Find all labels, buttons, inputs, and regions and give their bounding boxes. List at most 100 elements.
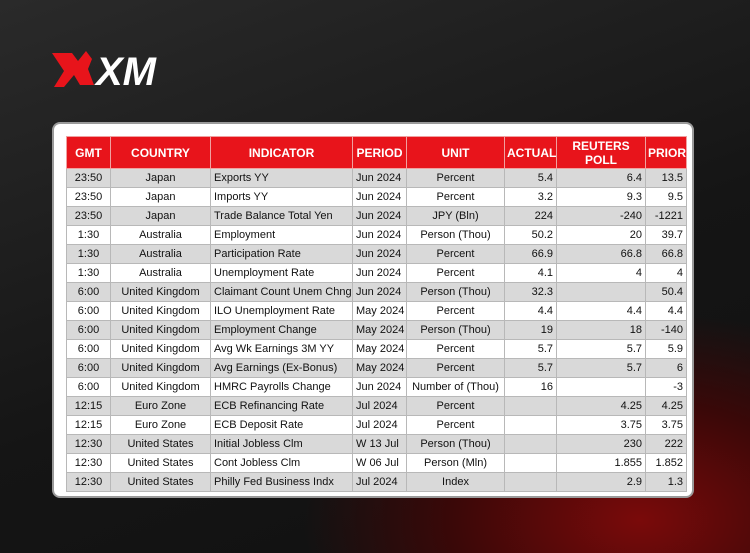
table-cell: United Kingdom: [110, 301, 211, 321]
logo: XM: [52, 50, 158, 94]
table-cell: 1:30: [66, 244, 111, 264]
table-cell: Percent: [406, 358, 505, 378]
table-cell: 3.75: [556, 415, 646, 435]
table-cell: Percent: [406, 263, 505, 283]
table-cell: Percent: [406, 168, 505, 188]
table-cell: Person (Thou): [406, 320, 505, 340]
table-cell: 224: [504, 206, 557, 226]
table-cell: 222: [645, 434, 687, 454]
table-cell: HMRC Payrolls Change: [210, 377, 353, 397]
table-cell: 39.7: [645, 225, 687, 245]
table-cell: 12:15: [66, 415, 111, 435]
table-cell: Unemployment Rate: [210, 263, 353, 283]
header-row: GMT COUNTRY INDICATOR PERIOD UNIT ACTUAL REUTE…: [66, 136, 687, 169]
table-cell: Avg Wk Earnings 3M YY: [210, 339, 353, 359]
table-cell: 6:00: [66, 301, 111, 321]
table-cell: May 2024: [352, 320, 407, 340]
table-cell: Cont Jobless Clm: [210, 453, 353, 473]
table-cell: 12:30: [66, 453, 111, 473]
table-cell: Imports YY: [210, 187, 353, 207]
table-cell: [556, 377, 646, 397]
table-cell: Percent: [406, 187, 505, 207]
table-cell: Employment Change: [210, 320, 353, 340]
table-cell: 230: [556, 434, 646, 454]
table-row: 6:00 United Kingdom Avg Earnings (Ex-Bonus…: [66, 358, 687, 378]
table-row: 6:00 United Kingdom ILO Unemployment Rate M…: [66, 301, 687, 321]
column-header: INDICATOR: [210, 136, 353, 169]
table-cell: [504, 472, 557, 492]
table-cell: Australia: [110, 244, 211, 264]
table-cell: Jun 2024: [352, 282, 407, 302]
table-cell: Employment: [210, 225, 353, 245]
table-cell: Person (Mln): [406, 453, 505, 473]
table-cell: Index: [406, 472, 505, 492]
table-cell: Japan: [110, 206, 211, 226]
table-cell: United Kingdom: [110, 377, 211, 397]
table-cell: Jun 2024: [352, 168, 407, 188]
table-cell: Japan: [110, 187, 211, 207]
table-cell: W 06 Jul: [352, 453, 407, 473]
table-cell: 5.7: [556, 339, 646, 359]
table-cell: Jun 2024: [352, 377, 407, 397]
table-cell: Number of (Thou): [406, 377, 505, 397]
table-cell: 12:30: [66, 472, 111, 492]
table-cell: ILO Unemployment Rate: [210, 301, 353, 321]
table-cell: 4.25: [556, 396, 646, 416]
calendar-card: GMT COUNTRY INDICATOR PERIOD UNIT ACTUAL REUTE…: [52, 122, 694, 498]
table-cell: 3.2: [504, 187, 557, 207]
column-header: PERIOD: [352, 136, 407, 169]
table-cell: Jun 2024: [352, 206, 407, 226]
table-cell: 4.25: [645, 396, 687, 416]
table-cell: 23:50: [66, 187, 111, 207]
table-cell: 6:00: [66, 320, 111, 340]
table-cell: 4.4: [645, 301, 687, 321]
table-cell: 5.7: [556, 358, 646, 378]
table-cell: 5.4: [504, 168, 557, 188]
table-cell: Jul 2024: [352, 472, 407, 492]
table-cell: United States: [110, 472, 211, 492]
table-cell: 4.1: [504, 263, 557, 283]
table-cell: 18: [556, 320, 646, 340]
table-cell: Initial Jobless Clm: [210, 434, 353, 454]
table-cell: 23:50: [66, 206, 111, 226]
table-cell: 1.3: [645, 472, 687, 492]
table-cell: Jun 2024: [352, 244, 407, 264]
table-cell: Percent: [406, 339, 505, 359]
table-cell: 5.7: [504, 339, 557, 359]
logo-text: XM: [94, 50, 158, 94]
table-cell: Jun 2024: [352, 225, 407, 245]
calendar-table: GMT COUNTRY INDICATOR PERIOD UNIT ACTUAL REUTE…: [66, 136, 687, 492]
table-cell: 12:15: [66, 396, 111, 416]
table-cell: 12:30: [66, 434, 111, 454]
table-cell: 1:30: [66, 263, 111, 283]
table-row: 1:30 Australia Unemployment Rate Jun 2024 Pe…: [66, 263, 687, 283]
table-cell: 6:00: [66, 282, 111, 302]
table-cell: May 2024: [352, 339, 407, 359]
table-row: 6:00 United Kingdom Avg Wk Earnings 3M YY M…: [66, 339, 687, 359]
table-cell: Percent: [406, 301, 505, 321]
table-cell: 4.4: [504, 301, 557, 321]
table-cell: 6.4: [556, 168, 646, 188]
table-cell: 23:50: [66, 168, 111, 188]
table-cell: Japan: [110, 168, 211, 188]
table-cell: 2.9: [556, 472, 646, 492]
column-header: PRIOR: [645, 136, 687, 169]
table-row: 23:50 Japan Imports YY Jun 2024 Percent 3.2 9.…: [66, 187, 687, 207]
table-cell: 6:00: [66, 377, 111, 397]
table-cell: Jul 2024: [352, 415, 407, 435]
table-cell: United States: [110, 453, 211, 473]
table-cell: Percent: [406, 396, 505, 416]
table-cell: 32.3: [504, 282, 557, 302]
table-row: 6:00 United Kingdom HMRC Payrolls Change Ju…: [66, 377, 687, 397]
table-cell: 1:30: [66, 225, 111, 245]
table-cell: United States: [110, 434, 211, 454]
table-row: 12:15 Euro Zone ECB Refinancing Rate Jul 20…: [66, 396, 687, 416]
table-cell: Participation Rate: [210, 244, 353, 264]
table-cell: 3.75: [645, 415, 687, 435]
table-cell: Australia: [110, 225, 211, 245]
table-cell: United Kingdom: [110, 282, 211, 302]
table-cell: 4: [645, 263, 687, 283]
logo-icon: [52, 51, 94, 87]
table-cell: -3: [645, 377, 687, 397]
table-cell: [504, 434, 557, 454]
